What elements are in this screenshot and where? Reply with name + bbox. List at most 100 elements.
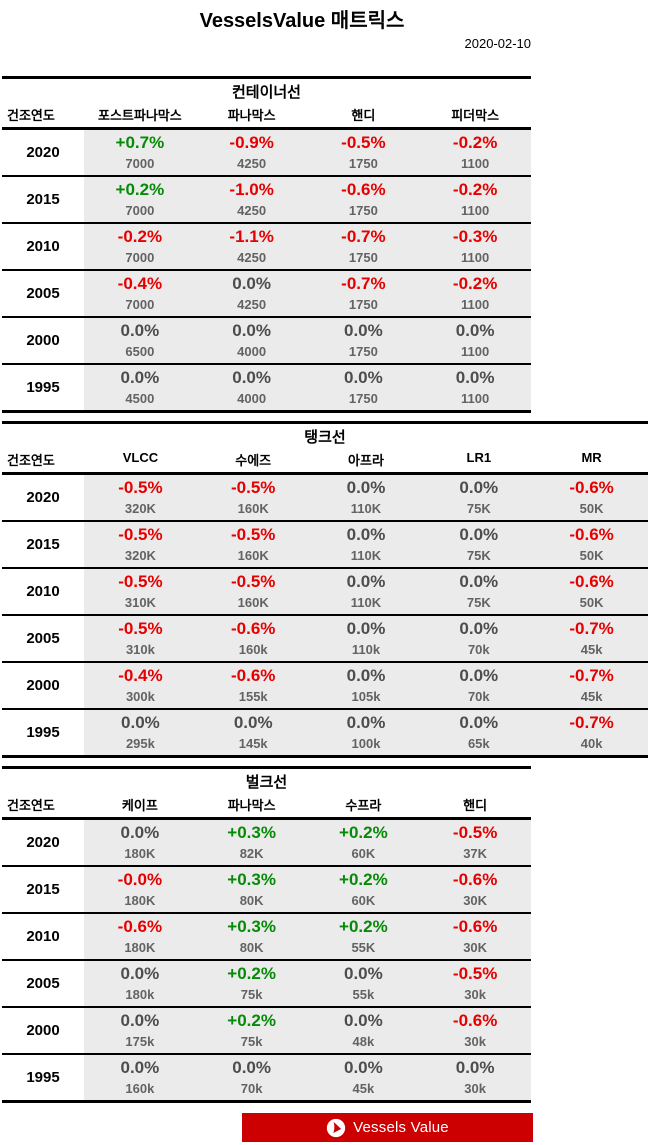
size-value: 4500 [125, 391, 155, 406]
pct-change: +0.2% [227, 1011, 276, 1030]
row-data-band: -0.4% 7000 0.0% 4250 -0.7% 1750 -0.2% 1100 [84, 271, 531, 316]
year-cell: 2020 [2, 130, 84, 175]
pct-change: 0.0% [346, 619, 386, 638]
pct-change: -0.6% [569, 572, 614, 591]
pct-change: +0.7% [115, 133, 165, 152]
pct-change: +0.3% [227, 870, 276, 889]
size-value: 55k [352, 987, 375, 1002]
pct-change: 0.0% [459, 478, 499, 497]
pct-change: 0.0% [346, 478, 386, 497]
size-value: 60K [351, 893, 376, 908]
row-data-band: 0.0% 180k +0.2% 75k 0.0% 55k -0.5% 30k [84, 961, 531, 1006]
year-cell: 2000 [2, 663, 84, 708]
row-data-band: 0.0% 4500 0.0% 4000 0.0% 1750 0.0% 1100 [84, 365, 531, 410]
data-cell: +0.7% 7000 [84, 130, 196, 175]
table-row: 2010 -0.5% 310K -0.5% 160K 0.0% 110K 0.0% 75K -0.… [2, 567, 648, 614]
pct-change: -0.6% [569, 525, 614, 544]
row-data-band: +0.2% 7000 -1.0% 4250 -0.6% 1750 -0.2% 1100 [84, 177, 531, 222]
pct-change: -0.7% [569, 619, 614, 638]
pct-change: -0.5% [452, 823, 498, 842]
size-value: 45k [580, 642, 603, 657]
column-headers: 포스트파나막스 파나막스 핸디 피더막스 [84, 105, 531, 124]
data-cell: -0.9% 4250 [196, 130, 308, 175]
data-cell: -0.5% 320K [84, 522, 197, 567]
data-cell: +0.3% 82K [196, 820, 308, 865]
pct-change: -0.7% [341, 274, 386, 293]
banner-label: Vessels Value [353, 1119, 449, 1136]
table-row: 2020 +0.7% 7000 -0.9% 4250 -0.5% 1750 -0.2% 1100 [2, 130, 531, 175]
table-container: 컨테이너선 건조연도 포스트파나막스 파나막스 핸디 피더막스 2020 +0.7% 7000-… [2, 76, 531, 413]
pct-change: 0.0% [459, 619, 499, 638]
pct-change: 0.0% [459, 572, 499, 591]
data-cell: -0.5% 310K [84, 569, 197, 614]
pct-change: 0.0% [455, 368, 495, 387]
year-cell: 2015 [2, 522, 84, 567]
row-data-band: 0.0% 6500 0.0% 4000 0.0% 1750 0.0% 1100 [84, 318, 531, 363]
data-cell: 0.0% 1100 [419, 318, 531, 363]
row-data-band: -0.5% 320K -0.5% 160K 0.0% 110K 0.0% 75K -0.6% 50… [84, 475, 648, 520]
data-cell: -0.4% 7000 [84, 271, 196, 316]
row-data-band: +0.7% 7000 -0.9% 4250 -0.5% 1750 -0.2% 1100 [84, 130, 531, 175]
size-value: 80K [239, 893, 264, 908]
data-cell: 0.0% 30k [419, 1055, 531, 1100]
pct-change: -0.6% [569, 478, 614, 497]
data-cell: -0.6% 155k [197, 663, 310, 708]
row-data-band: -0.5% 320K -0.5% 160K 0.0% 110K 0.0% 75K -0.6% 50… [84, 522, 648, 567]
data-cell: 0.0% 295k [84, 710, 197, 755]
size-value: 1750 [348, 297, 378, 312]
data-cell: -0.7% 45k [535, 616, 648, 661]
page-title: VesselsValue 매트릭스 [199, 10, 405, 32]
column-header: 피더막스 [451, 108, 500, 123]
size-value: 180K [124, 940, 156, 955]
data-cell: -0.4% 300k [84, 663, 197, 708]
year-cell: 2005 [2, 616, 84, 661]
section-title: 벌크선 [245, 774, 288, 791]
size-value: 30K [463, 893, 488, 908]
data-cell: -0.6% 50K [535, 569, 648, 614]
data-cell: 0.0% 110K [310, 522, 423, 567]
size-value: 155k [238, 689, 268, 704]
data-cell: 0.0% 1750 [308, 318, 420, 363]
pct-change: +0.2% [339, 870, 388, 889]
pct-change: 0.0% [344, 321, 383, 340]
data-cell: -0.5% 310k [84, 616, 197, 661]
data-cell: -0.5% 320K [84, 475, 197, 520]
table-row: 2015 -0.0% 180K +0.3% 80K +0.2% 60K -0.6% 30K [2, 865, 531, 912]
data-cell: -0.2% 1100 [419, 271, 531, 316]
data-cell: 0.0% 48k [308, 1008, 420, 1053]
pct-change: -0.4% [118, 666, 163, 685]
column-headers: 케이프 파나막스 수프라 핸디 [84, 795, 531, 814]
size-value: 75K [466, 595, 491, 610]
pct-change: -0.6% [452, 917, 498, 936]
pct-change: 0.0% [121, 713, 160, 732]
table-row: 2020 -0.5% 320K -0.5% 160K 0.0% 110K 0.0% 75K -0.… [2, 475, 648, 520]
table-row: 1995 0.0% 4500 0.0% 4000 0.0% 1750 0.0% 1100 [2, 363, 531, 410]
size-value: 4250 [237, 156, 267, 171]
pct-change: -0.5% [118, 525, 163, 544]
data-cell: -0.7% 1750 [308, 224, 420, 269]
table-row: 2000 -0.4% 300k -0.6% 155k 0.0% 105k 0.0% 70k -0.… [2, 661, 648, 708]
data-cell: 0.0% 70k [196, 1055, 308, 1100]
data-cell: 0.0% 4250 [196, 271, 308, 316]
data-cell: 0.0% 75K [422, 522, 535, 567]
year-cell: 2010 [2, 224, 84, 269]
data-cell: 0.0% 110K [310, 475, 423, 520]
size-value: 30k [464, 1034, 486, 1049]
pct-change: 0.0% [232, 1058, 271, 1077]
pct-change: -0.5% [118, 478, 163, 497]
pct-change: -0.2% [452, 180, 498, 199]
row-data-band: -0.5% 310K -0.5% 160K 0.0% 110K 0.0% 75K -0.6% 50… [84, 569, 648, 614]
row-data-band: -0.5% 310k -0.6% 160k 0.0% 110k 0.0% 70k -0.7% 45… [84, 616, 648, 661]
data-cell: -0.5% 160K [197, 522, 310, 567]
size-value: 4250 [237, 250, 267, 265]
pct-change: -0.6% [230, 619, 276, 638]
data-cell: -0.7% 1750 [308, 271, 420, 316]
year-cell: 2000 [2, 1008, 84, 1053]
data-cell: 0.0% 70k [422, 616, 535, 661]
size-value: 55K [351, 940, 376, 955]
pct-change: 0.0% [120, 1058, 160, 1077]
data-cell: -0.5% 37K [419, 820, 531, 865]
size-value: 300k [125, 689, 155, 704]
data-cell: 0.0% 75K [422, 475, 535, 520]
size-value: 1100 [461, 344, 490, 359]
